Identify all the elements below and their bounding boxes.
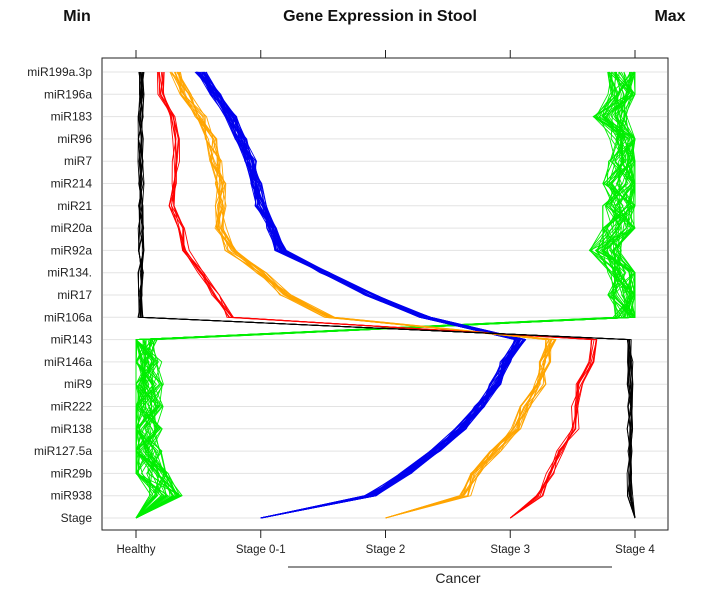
- x-tick-label: Stage 4: [615, 544, 655, 556]
- series-healthy: [135, 71, 636, 519]
- series-line: [135, 71, 636, 519]
- series-stage-4: [137, 71, 636, 519]
- x-tick-label: Stage 3: [490, 544, 530, 556]
- series-lines: [135, 71, 636, 519]
- series-line: [135, 71, 635, 519]
- x-tick-labels: Healthy Stage 0-1 Stage 2 Stage 3 Stage 4: [117, 544, 656, 556]
- variable-label: miR938: [51, 489, 93, 503]
- variable-label: miR127.5a: [34, 444, 92, 458]
- cancer-group-label: Cancer: [435, 570, 480, 586]
- plot-frame: [101, 57, 669, 531]
- x-tick-label: Stage 2: [366, 544, 406, 556]
- variable-label: miR92a: [51, 243, 93, 257]
- series-line: [137, 71, 636, 519]
- series-line: [204, 71, 520, 519]
- variable-label: Stage: [61, 511, 93, 525]
- series-line: [195, 71, 519, 519]
- variable-label: miR222: [51, 400, 93, 414]
- variable-label: miR21: [57, 199, 92, 213]
- variable-label: miR7: [64, 154, 92, 168]
- variable-label: miR96: [57, 132, 92, 146]
- variable-label: miR196a: [44, 87, 92, 101]
- series-line: [195, 71, 521, 519]
- series-line: [135, 71, 636, 519]
- chart-title: Gene Expression in Stool: [283, 8, 477, 25]
- series-line: [135, 72, 636, 519]
- gridlines: [103, 71, 667, 519]
- series-line: [135, 71, 636, 519]
- variable-label: miR29b: [51, 466, 93, 480]
- variable-label: miR214: [51, 177, 93, 191]
- variable-label: miR183: [51, 110, 93, 124]
- series-stage-0-1: [194, 71, 527, 519]
- variable-label: miR106a: [44, 310, 92, 324]
- series-line: [157, 71, 597, 519]
- variable-labels: miR199a.3p miR196a miR183 miR96 miR7 miR214 mi…: [27, 65, 92, 525]
- series-line: [178, 71, 550, 519]
- series-stage-2: [169, 71, 557, 519]
- variable-label: miR17: [57, 288, 92, 302]
- series-line: [202, 71, 525, 519]
- series-line: [176, 71, 547, 519]
- variable-label: miR143: [51, 333, 93, 347]
- max-label: Max: [654, 8, 685, 25]
- series-line: [197, 71, 519, 519]
- series-line: [160, 71, 593, 519]
- min-label: Min: [63, 8, 91, 25]
- variable-label: miR20a: [51, 221, 93, 235]
- series-stage-3: [156, 71, 598, 519]
- x-tick-label: Healthy: [117, 544, 156, 556]
- series-line: [135, 71, 636, 519]
- axis-ticks: [135, 50, 636, 538]
- variable-label: miR9: [64, 377, 92, 391]
- variable-label: miR146a: [44, 355, 92, 369]
- series-line: [135, 71, 634, 519]
- variable-label: miR138: [51, 422, 93, 436]
- x-tick-label: Stage 0-1: [236, 544, 286, 556]
- variable-label: miR199a.3p: [27, 65, 92, 79]
- variable-label: miR134.: [47, 266, 92, 280]
